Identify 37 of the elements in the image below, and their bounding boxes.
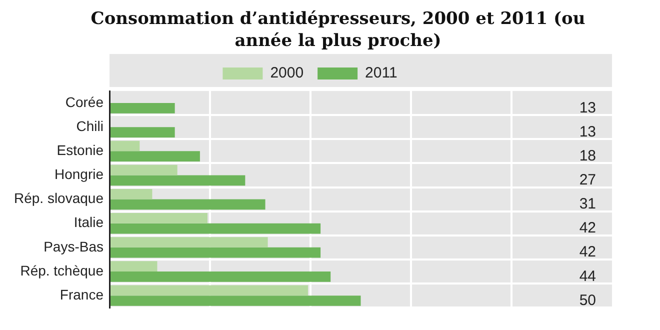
bar [110, 151, 200, 162]
bar [110, 296, 361, 306]
data-label: 13 [579, 123, 596, 140]
bar [110, 103, 175, 114]
data-label: 42 [579, 220, 596, 237]
y-tick-label: Italie [74, 214, 104, 230]
bar [110, 213, 208, 224]
bar [110, 237, 268, 248]
data-label: 50 [579, 292, 596, 309]
y-tick-label: Pays-Bas [44, 238, 104, 254]
legend-label: 2011 [365, 64, 398, 82]
legend-label: 2000 [270, 64, 304, 82]
bar [110, 127, 175, 138]
y-tick-label: Rép. tchèque [20, 262, 104, 278]
bar [110, 188, 152, 200]
bar [110, 223, 321, 234]
y-tick-label: Chili [76, 118, 104, 134]
y-tick-label: Estonie [56, 142, 104, 158]
bar [110, 285, 308, 296]
y-tick-label: Hongrie [54, 166, 104, 182]
bar [110, 140, 140, 152]
data-label: 18 [579, 147, 596, 164]
y-tick-label: France [60, 286, 104, 302]
chart-title: Consommation d’antidépresseurs, 2000 et 2011 (ou année la plus proche) [90, 8, 586, 52]
y-tick-label: Corée [65, 94, 104, 110]
bar [110, 164, 178, 176]
y-tick-label: Rép. slovaque [14, 190, 104, 206]
data-label: 44 [579, 268, 596, 285]
data-label: 31 [579, 196, 596, 213]
data-label: 42 [579, 244, 596, 261]
bar [110, 261, 158, 272]
bar [110, 247, 321, 258]
bar [110, 199, 266, 210]
data-label: 13 [579, 99, 596, 116]
bar [110, 175, 246, 186]
data-label: 27 [579, 172, 596, 189]
bar [110, 272, 331, 282]
